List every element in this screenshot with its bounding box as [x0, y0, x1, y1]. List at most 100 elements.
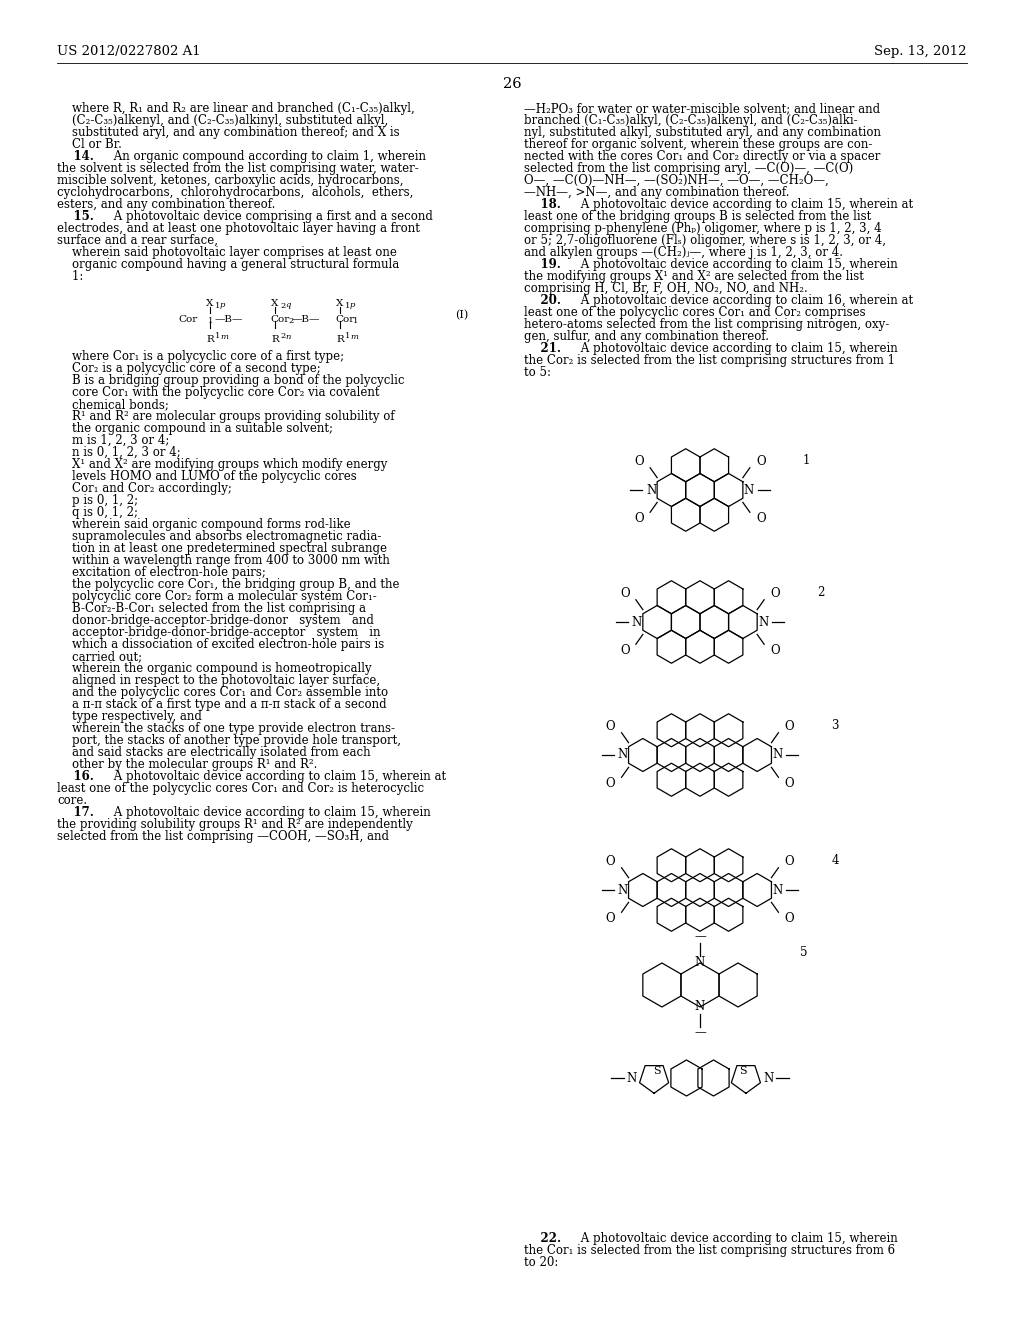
Text: A photovoltaic device according to claim ​15​, wherein: A photovoltaic device according to claim…: [110, 807, 430, 818]
Text: N: N: [743, 483, 754, 496]
Text: least one of the polycyclic cores Cor₁ and Cor₂ is heterocyclic: least one of the polycyclic cores Cor₁ a…: [57, 781, 424, 795]
Text: N: N: [617, 748, 628, 762]
Text: O: O: [784, 912, 795, 924]
Text: X: X: [336, 300, 344, 308]
Text: the polycyclic core Cor₁, the bridging group B, and the: the polycyclic core Cor₁, the bridging g…: [57, 578, 399, 591]
Text: ⁠​21​⁠.: ⁠​21​⁠.: [524, 342, 561, 355]
Text: 1: 1: [215, 333, 220, 341]
Text: R: R: [206, 335, 214, 345]
Text: hetero-atoms selected from the list comprising nitrogen, oxy-: hetero-atoms selected from the list comp…: [524, 318, 889, 331]
Text: A photovoltaic device comprising a first and a second: A photovoltaic device comprising a first…: [110, 210, 432, 223]
Text: least one of the bridging groups B is selected from the list: least one of the bridging groups B is se…: [524, 210, 871, 223]
Text: m: m: [350, 333, 358, 341]
Text: 1: 1: [345, 333, 350, 341]
Text: polycyclic core Cor₂ form a molecular system Cor₁-: polycyclic core Cor₂ form a molecular sy…: [57, 590, 377, 603]
Text: —: —: [694, 931, 706, 944]
Text: N: N: [646, 483, 656, 496]
Text: a π-π stack of a first type and a π-π stack of a second: a π-π stack of a first type and a π-π st…: [57, 698, 387, 711]
Text: O: O: [770, 644, 780, 656]
Text: Cor: Cor: [270, 314, 289, 323]
Text: thereof for organic solvent, wherein these groups are con-: thereof for organic solvent, wherein the…: [524, 139, 872, 150]
Text: O: O: [634, 455, 644, 469]
Text: n is 0, 1, 2, 3 or 4;: n is 0, 1, 2, 3 or 4;: [57, 446, 181, 459]
Text: cyclohydrocarbons,  chlorohydrocarbons,  alcohols,  ethers,: cyclohydrocarbons, chlorohydrocarbons, a…: [57, 186, 414, 199]
Text: substituted aryl, and any combination thereof; and X is: substituted aryl, and any combination th…: [57, 125, 399, 139]
Text: p: p: [350, 301, 355, 309]
Text: 4: 4: [831, 854, 839, 867]
Text: —B—: —B—: [215, 314, 244, 323]
Text: the providing solubility groups R¹ and R² are independently: the providing solubility groups R¹ and R…: [57, 818, 413, 832]
Text: acceptor-bridge-donor-bridge-acceptor   system   in: acceptor-bridge-donor-bridge-acceptor sy…: [57, 626, 381, 639]
Text: ⁠​17​⁠.: ⁠​17​⁠.: [57, 807, 94, 818]
Text: A photovoltaic device according to claim ​15​, wherein: A photovoltaic device according to claim…: [577, 342, 897, 355]
Text: O: O: [784, 721, 795, 734]
Text: and the polycyclic cores Cor₁ and Cor₂ assemble into: and the polycyclic cores Cor₁ and Cor₂ a…: [57, 686, 388, 700]
Text: surface and a rear surface,: surface and a rear surface,: [57, 234, 218, 247]
Text: 26: 26: [503, 77, 521, 91]
Text: O: O: [784, 855, 795, 869]
Text: p is 0, 1, 2;: p is 0, 1, 2;: [57, 494, 138, 507]
Text: 2: 2: [817, 586, 824, 599]
Text: core.: core.: [57, 795, 87, 807]
Text: 1: 1: [345, 302, 350, 310]
Text: X: X: [206, 300, 214, 308]
Text: A photovoltaic device according to claim ​15​, wherein: A photovoltaic device according to claim…: [577, 1232, 897, 1245]
Text: where Cor₁ is a polycyclic core of a first type;: where Cor₁ is a polycyclic core of a fir…: [57, 350, 344, 363]
Text: comprising H, Cl, Br, F, OH, NO₂, NO, and NH₂.: comprising H, Cl, Br, F, OH, NO₂, NO, an…: [524, 282, 808, 294]
Text: nected with the cores Cor₁ and Cor₂ directly or via a spacer: nected with the cores Cor₁ and Cor₂ dire…: [524, 150, 881, 162]
Text: O: O: [756, 455, 766, 469]
Text: 1: 1: [208, 317, 213, 325]
Text: 5: 5: [800, 946, 808, 960]
Text: O: O: [634, 512, 644, 524]
Text: X¹ and X² are modifying groups which modify energy: X¹ and X² are modifying groups which mod…: [57, 458, 387, 471]
Text: 2: 2: [280, 302, 286, 310]
Text: R: R: [271, 335, 279, 345]
Text: A photovoltaic device according to claim ​15​, wherein at: A photovoltaic device according to claim…: [577, 198, 912, 211]
Text: O: O: [770, 587, 780, 601]
Text: ⁠​18​⁠.: ⁠​18​⁠.: [524, 198, 561, 211]
Text: organic compound having a general structural formula: organic compound having a general struct…: [57, 257, 399, 271]
Text: O: O: [756, 512, 766, 524]
Text: and alkylen groups —(CH₂)ⱼ—, where j is 1, 2, 3, or 4.: and alkylen groups —(CH₂)ⱼ—, where j is …: [524, 246, 843, 259]
Text: least one of the polycyclic cores Cor₁ and Cor₂ comprises: least one of the polycyclic cores Cor₁ a…: [524, 306, 865, 319]
Text: ⁠​20​⁠.: ⁠​20​⁠.: [524, 294, 561, 308]
Text: ⁠​14​⁠.: ⁠​14​⁠.: [57, 150, 94, 162]
Text: Cl or Br.: Cl or Br.: [57, 139, 122, 150]
Text: O: O: [606, 721, 615, 734]
Text: 1: 1: [803, 454, 810, 467]
Text: X: X: [271, 300, 279, 308]
Text: B-Cor₂-B-Cor₁ selected from the list comprising a: B-Cor₂-B-Cor₁ selected from the list com…: [57, 602, 366, 615]
Text: the Cor₂ is selected from the list comprising structures from 1: the Cor₂ is selected from the list compr…: [524, 354, 895, 367]
Text: excitation of electron-hole pairs;: excitation of electron-hole pairs;: [57, 566, 266, 579]
Text: ⁠​16​⁠.: ⁠​16​⁠.: [57, 770, 94, 783]
Text: Sep. 13, 2012: Sep. 13, 2012: [874, 45, 967, 58]
Text: electrodes, and at least one photovoltaic layer having a front: electrodes, and at least one photovoltai…: [57, 222, 420, 235]
Text: m is 1, 2, 3 or 4;: m is 1, 2, 3 or 4;: [57, 434, 169, 447]
Text: N: N: [632, 615, 642, 628]
Text: N: N: [695, 957, 706, 969]
Text: 2: 2: [288, 317, 293, 325]
Text: R¹ and R² are molecular groups providing solubility of: R¹ and R² are molecular groups providing…: [57, 411, 394, 422]
Text: wherein the stacks of one type provide electron trans-: wherein the stacks of one type provide e…: [57, 722, 395, 735]
Text: wherein said photovoltaic layer comprises at least one: wherein said photovoltaic layer comprise…: [57, 246, 397, 259]
Text: S: S: [653, 1065, 660, 1076]
Text: O: O: [606, 776, 615, 789]
Text: n: n: [285, 333, 291, 341]
Text: O: O: [620, 644, 630, 656]
Text: other by the molecular groups R¹ and R².: other by the molecular groups R¹ and R².: [57, 758, 317, 771]
Text: or 5; 2,7-oligofluorene (Flₛ) oligomer, where s is 1, 2, 3, or 4,: or 5; 2,7-oligofluorene (Flₛ) oligomer, …: [524, 234, 886, 247]
Text: N: N: [764, 1072, 774, 1085]
Text: and said stacks are electrically isolated from each: and said stacks are electrically isolate…: [57, 746, 371, 759]
Text: q: q: [285, 301, 291, 309]
Text: within a wavelength range from 400 to 3000 nm with: within a wavelength range from 400 to 30…: [57, 554, 390, 568]
Text: ⁠​22​⁠.: ⁠​22​⁠.: [524, 1232, 561, 1245]
Text: N: N: [695, 1001, 706, 1014]
Text: A photovoltaic device according to claim ​15​, wherein: A photovoltaic device according to claim…: [577, 257, 897, 271]
Text: which a dissociation of excited electron-hole pairs is: which a dissociation of excited electron…: [57, 638, 384, 651]
Text: 1: 1: [215, 302, 220, 310]
Text: N: N: [617, 883, 628, 896]
Text: port, the stacks of another type provide hole transport,: port, the stacks of another type provide…: [57, 734, 401, 747]
Text: donor-bridge-acceptor-bridge-donor   system   and: donor-bridge-acceptor-bridge-donor syste…: [57, 614, 374, 627]
Text: US 2012/0227802 A1: US 2012/0227802 A1: [57, 45, 201, 58]
Text: aligned in respect to the photovoltaic layer surface,: aligned in respect to the photovoltaic l…: [57, 675, 380, 686]
